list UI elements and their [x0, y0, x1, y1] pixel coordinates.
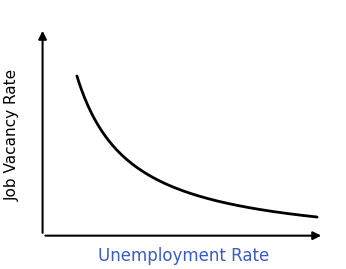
- Text: Job Vacancy Rate: Job Vacancy Rate: [5, 68, 20, 201]
- Text: Unemployment Rate: Unemployment Rate: [98, 247, 269, 265]
